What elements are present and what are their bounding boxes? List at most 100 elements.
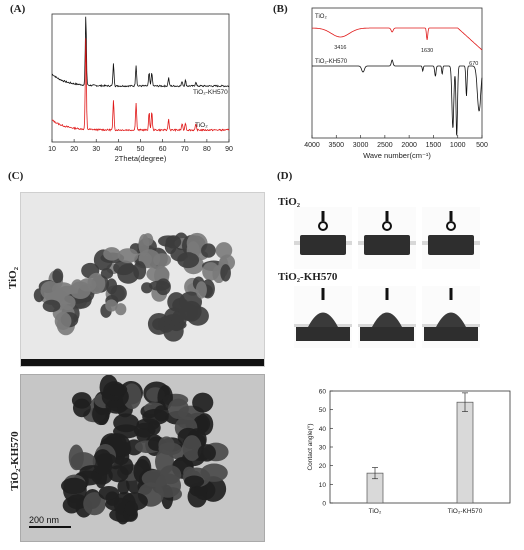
substrate [360, 327, 414, 341]
x-tick-label: 40 [114, 146, 122, 153]
peak-annotation: 3416 [334, 45, 346, 51]
pendant-drop [318, 221, 328, 231]
peak-annotation: 1630 [421, 48, 433, 54]
nanoparticle [113, 260, 135, 276]
x-tick-label: 70 [181, 146, 189, 153]
nanoparticle [201, 243, 216, 258]
contact-row2-title: TiO₂-KH570 [278, 271, 338, 283]
pendant-drop [382, 221, 392, 231]
nanoparticle [110, 284, 127, 302]
nanoparticle [62, 497, 81, 514]
flat-droplet [428, 235, 474, 255]
nanoparticle [195, 281, 207, 299]
panel-d-label: (D) [277, 170, 293, 182]
nanoparticle [200, 463, 228, 482]
series-label-tio2: TiO₂ [195, 122, 208, 129]
contact-angle-chart: 0 10 20 30 40 50 60 Contact angle(°) TiO₂ TiO₂-KH… [306, 389, 511, 515]
nanoparticle [60, 477, 87, 495]
tem-label-tio2: TiO₂ [7, 266, 19, 290]
bead-droplet [436, 312, 466, 327]
droplet-image [422, 207, 480, 269]
x-tick-label: 60 [159, 146, 167, 153]
peak-annotation: 670 [469, 61, 478, 67]
nanoparticle [51, 282, 74, 297]
x-tick-label: 1500 [426, 142, 442, 149]
nanoparticle [187, 485, 208, 508]
nanoparticle [197, 444, 216, 462]
nanoparticle [220, 264, 231, 282]
substrate [296, 327, 350, 341]
nanoparticle [124, 500, 139, 516]
scale-bar-line [29, 526, 71, 528]
tem-image-tio2-kh570: 200 nm [20, 374, 265, 542]
category-label: TiO₂ [369, 508, 382, 515]
series-label-tio2-kh570: TiO₂-KH570 [193, 89, 228, 96]
series-line-tio2 [51, 38, 230, 132]
flat-droplet [300, 235, 346, 255]
series-label-tio2: TiO₂ [315, 14, 327, 20]
x-tick-label: 2000 [401, 142, 417, 149]
nanoparticle [97, 453, 113, 476]
nanoparticle [148, 280, 171, 291]
nanoparticle [54, 311, 72, 330]
nanoparticle [122, 383, 142, 410]
nanoparticle [105, 491, 120, 506]
nanoparticle [182, 435, 202, 461]
nanoparticle [42, 299, 61, 313]
droplet-image [358, 286, 416, 348]
y-tick-label: 30 [319, 445, 327, 452]
nanoparticle [106, 383, 128, 396]
x-tick-label: 4000 [304, 142, 320, 149]
nanoparticle [171, 309, 187, 329]
series-line-tio2 [312, 27, 483, 51]
substrate [424, 327, 478, 341]
nanoparticle [72, 398, 91, 418]
ftir-chart: 4000 3500 3000 2500 2000 1500 1000 500 Wave numb… [304, 7, 488, 160]
pendant-drop [446, 221, 456, 231]
nanoparticle [68, 444, 84, 471]
droplet-image [294, 286, 352, 348]
y-tick-label: 10 [319, 482, 327, 489]
flat-droplet [364, 235, 410, 255]
contact-row1-title: TiO₂ [278, 196, 301, 208]
droplet-image [422, 286, 480, 348]
nanoparticle [136, 427, 151, 443]
x-axis-label: 2Theta(degree) [115, 154, 167, 163]
panel-a-label: (A) [10, 3, 26, 15]
plot-frame [311, 7, 483, 139]
y-tick-label: 50 [319, 407, 327, 414]
x-tick-label: 3500 [328, 142, 344, 149]
tem-image-tio2 [20, 192, 265, 367]
scale-bar-text: 200 nm [29, 515, 60, 525]
contact-row-tio2 [294, 207, 480, 269]
droplet-image [358, 207, 416, 269]
bead-droplet [308, 312, 338, 327]
bar [456, 401, 474, 504]
x-axis-label: Wave number(cm⁻¹) [363, 151, 431, 160]
panel-c-label: (C) [8, 170, 24, 182]
nanoparticle [157, 385, 173, 411]
nanoparticle [108, 465, 129, 483]
x-tick-label: 30 [92, 146, 100, 153]
plot-frame [329, 390, 511, 504]
nanoparticle [177, 252, 200, 269]
nanoparticle [115, 303, 127, 316]
y-tick-label: 40 [319, 426, 327, 433]
series-line-tio2-kh570 [51, 16, 230, 88]
category-label: TiO₂-KH570 [448, 508, 483, 515]
nanoparticle [133, 261, 147, 280]
x-tick-label: 1000 [450, 142, 466, 149]
series-line-tio2-kh570 [312, 59, 483, 136]
droplet-image [294, 207, 352, 269]
x-tick-label: 80 [203, 146, 211, 153]
bead-droplet [372, 312, 402, 327]
x-tick-label: 90 [225, 146, 233, 153]
nanoparticle [83, 492, 106, 516]
nanoparticle [100, 268, 114, 279]
scale-bar: 200 nm [29, 515, 71, 528]
y-tick-label: 20 [319, 463, 327, 470]
nanoparticle [158, 436, 175, 454]
series-label-tio2-kh570: TiO₂-KH570 [315, 59, 348, 65]
nanoparticle [92, 403, 110, 426]
nanoparticle [113, 413, 140, 433]
